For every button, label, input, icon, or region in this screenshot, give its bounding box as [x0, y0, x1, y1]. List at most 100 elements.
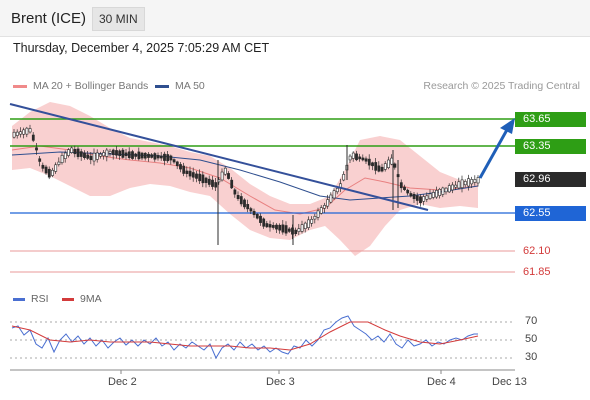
rsi-label: RSI	[31, 293, 49, 305]
candle-body	[409, 193, 413, 197]
candle-body	[275, 224, 278, 230]
candle-body	[195, 173, 198, 179]
candle-body	[460, 179, 464, 188]
candle-body	[239, 196, 243, 205]
candle-body	[19, 131, 22, 135]
candle-body	[326, 199, 330, 207]
candle-body	[159, 155, 163, 159]
candle-body	[287, 228, 291, 232]
price-label-last: 62.96	[515, 172, 586, 187]
candle-body	[470, 179, 474, 185]
candle-body	[70, 147, 74, 153]
candle-body	[163, 153, 166, 161]
candle-body	[108, 150, 112, 154]
candle-body	[54, 164, 58, 172]
candle-body	[451, 184, 454, 191]
candle-body	[121, 149, 125, 158]
candle-body	[51, 169, 54, 176]
candle-body	[76, 148, 80, 157]
candle-body	[137, 151, 141, 160]
candle-body	[131, 151, 134, 159]
ma50-label: MA 50	[175, 80, 205, 92]
candle-body	[399, 182, 403, 189]
rsi-9ma-legend: 9MA	[62, 293, 102, 305]
candle-body	[278, 224, 282, 231]
candle-body	[95, 152, 99, 160]
rsi-9ma-label: 9MA	[80, 293, 102, 305]
credit-text: Research © 2025 Trading Central	[423, 80, 580, 92]
rsi-level-30-label: 30	[525, 351, 538, 363]
candle-body	[86, 154, 90, 159]
candle-body	[422, 196, 426, 202]
candle-body	[31, 134, 35, 141]
candle-body	[169, 155, 173, 161]
timeframe-badge[interactable]: 30 MIN	[92, 7, 145, 31]
candle-body	[35, 147, 38, 151]
candle-body	[166, 154, 170, 162]
x-label-dec4: Dec 4	[427, 376, 456, 388]
candle-body	[134, 153, 138, 157]
candle-body	[444, 187, 448, 193]
candle-body	[115, 150, 118, 156]
price-label-pivot: 62.55	[515, 206, 586, 221]
candle-body	[348, 155, 352, 161]
candle-body	[367, 158, 371, 166]
candle-body	[377, 165, 381, 172]
chart-header: Brent (ICE) 30 MIN	[0, 0, 590, 37]
candle-body	[467, 178, 470, 187]
candle-body	[262, 218, 266, 227]
candle-body	[118, 150, 122, 156]
candle-body	[307, 219, 310, 228]
candle-body	[124, 152, 128, 157]
candle-body	[393, 163, 397, 168]
candle-body	[303, 222, 307, 229]
candle-body	[313, 216, 317, 220]
chart-datetime: Thursday, December 4, 2025 7:05:29 AM CE…	[13, 41, 270, 55]
candle-body	[438, 188, 442, 196]
candle-body	[12, 131, 16, 138]
candle-body	[22, 129, 26, 135]
candle-body	[127, 151, 131, 159]
candle-body	[457, 181, 461, 189]
x-label-dec13: Dec 13	[492, 376, 527, 388]
candle-body	[259, 215, 262, 223]
candle-body	[425, 195, 429, 200]
projection-arrow-head	[500, 118, 515, 134]
candle-body	[83, 152, 86, 159]
candle-body	[297, 228, 301, 232]
candle-body	[473, 179, 477, 183]
candle-body	[102, 152, 106, 157]
candle-body	[227, 173, 230, 179]
candle-body	[105, 149, 109, 157]
candle-body	[25, 127, 29, 135]
candle-body	[246, 204, 250, 210]
candle-body	[441, 187, 445, 195]
candle-body	[57, 161, 61, 165]
candle-body	[44, 166, 48, 174]
candle-body	[316, 210, 320, 218]
candle-body	[223, 167, 227, 175]
candle-body	[319, 207, 323, 214]
candle-body	[233, 189, 237, 195]
ma20-label: MA 20 + Bollinger Bands	[33, 80, 149, 92]
candle-body	[60, 155, 64, 163]
ma50-swatch	[155, 84, 169, 88]
candle-body	[111, 149, 115, 155]
candle-body	[428, 193, 432, 199]
candle-body	[364, 158, 368, 162]
candle-body	[179, 164, 182, 170]
candle-body	[143, 152, 147, 159]
candle-body	[204, 177, 208, 183]
candle-body	[73, 148, 77, 155]
candle-body	[383, 163, 387, 170]
candle-body	[355, 153, 358, 161]
candle-body	[211, 179, 214, 187]
candle-body	[454, 184, 458, 188]
candle-body	[435, 190, 438, 198]
candle-body	[431, 192, 435, 198]
legend-ma50: MA 50	[155, 80, 205, 92]
trendline	[9, 103, 429, 211]
candle-body	[230, 179, 234, 189]
x-label-dec2: Dec 2	[108, 376, 137, 388]
candle-body	[419, 196, 422, 204]
